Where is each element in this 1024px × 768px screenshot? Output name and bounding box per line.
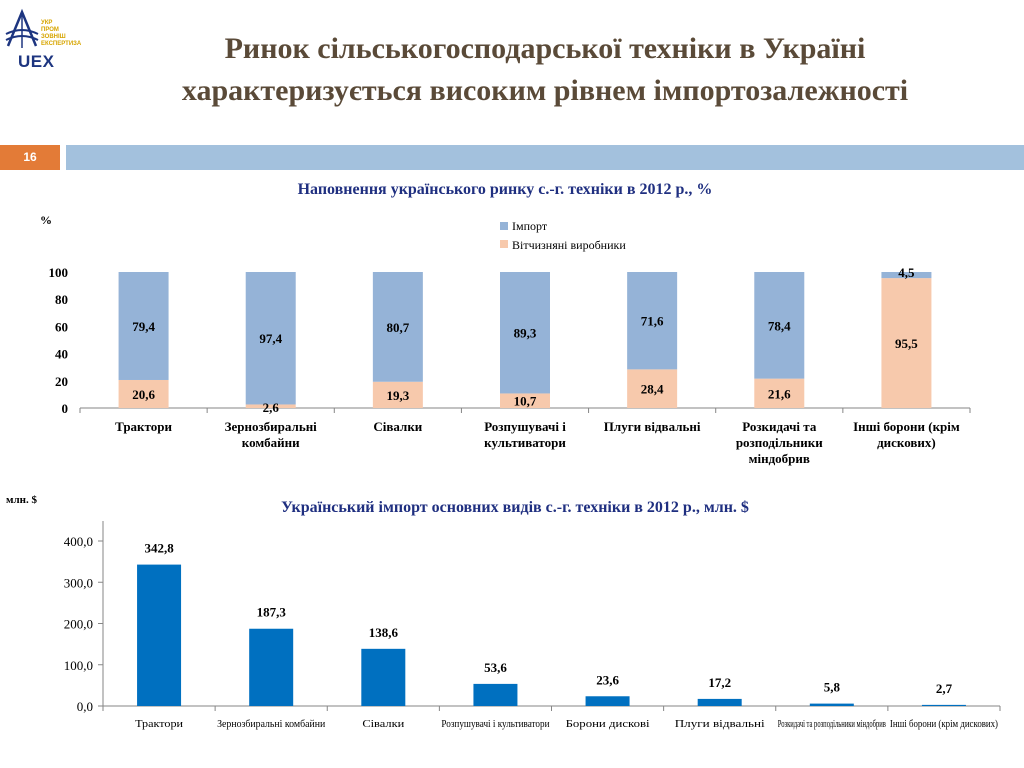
chart1-plot: % Імпорт Вітчизняні виробники 0 20 40 60 80 1…: [40, 213, 971, 466]
chart2-value-label: 138,6: [369, 625, 399, 640]
chart1-category-label: Розпушувачі і культиватори: [484, 419, 566, 450]
chart1-category-label: Плуги відвальні: [604, 419, 701, 434]
chart2-title: Український імпорт основних видів с.-г. …: [281, 499, 749, 516]
chart1-category-label: Зернозбиральні комбайни: [225, 419, 318, 450]
chart1-label-domestic: 28,4: [641, 382, 664, 397]
chart1-category-label: Інші борони (крім дискових): [853, 419, 960, 450]
chart2-bar: [249, 628, 294, 706]
chart1-bar-import: [881, 272, 932, 279]
chart1-ytick: 100: [49, 265, 69, 280]
chart2-plot: 0,0 100,0 200,0 300,0 400,0 342,8 Трактори 187,…: [64, 521, 1001, 730]
chart2-ytick: 0,0: [77, 699, 93, 714]
chart2-category-label: Плуги відвальні: [675, 718, 765, 730]
chart1-legend: Імпорт Вітчизняні виробники: [500, 219, 626, 252]
chart1-category-label: Розкидачі та розподільники міндобрив: [736, 419, 823, 466]
logo-abbr: UEX: [18, 52, 55, 71]
chart1-category-label: Трактори: [115, 419, 172, 434]
chart2-bar: [921, 704, 966, 706]
chart1-bar-domestic: [500, 393, 550, 408]
chart1-label-domestic: 95,5: [895, 336, 918, 351]
chart1-bar-import: [500, 272, 550, 394]
chart1-label-import: 97,4: [259, 331, 282, 346]
chart2-bar: [585, 696, 630, 706]
chart1-bar-domestic: [118, 379, 169, 408]
logo-text: Укр пром зовніш експертиза: [41, 20, 82, 47]
chart1-ytick: 40: [55, 347, 68, 362]
chart2-value-label: 23,6: [596, 672, 619, 687]
chart2-ytick: 300,0: [64, 575, 93, 590]
chart1-title: Наповнення українського ринку с.-г. техн…: [297, 181, 713, 198]
chart1-label-import: 79,4: [132, 319, 155, 334]
chart2-category-label: Інші борони (крім дискових): [890, 718, 998, 730]
chart1-bar-import: [627, 272, 678, 370]
chart2-bar: [809, 703, 854, 706]
chart1-bar-import: [372, 272, 423, 382]
chart2-ytick: 400,0: [64, 534, 93, 549]
legend-swatch-domestic: [500, 240, 508, 248]
chart1-bar-domestic: [372, 381, 423, 408]
chart2-category-label: Борони дискові: [566, 718, 650, 730]
header-strip: [66, 145, 1024, 170]
chart2-category-label: Трактори: [135, 718, 183, 730]
chart1-label-import: 71,6: [641, 314, 664, 329]
page-title: Ринок сільськогосподарської техніки в Ук…: [80, 28, 1010, 112]
chart1-bar-domestic: [754, 378, 805, 408]
chart2-bar: [473, 683, 518, 706]
legend-label-import: Імпорт: [512, 219, 548, 233]
page-number-badge: 16: [0, 145, 60, 170]
chart1-label-domestic: 19,3: [386, 388, 409, 403]
chart2-ylabel: млн. $: [6, 494, 38, 506]
chart2-value-label: 53,6: [484, 660, 507, 675]
chart1-bar-import: [754, 272, 805, 379]
chart2-bar: [697, 698, 742, 706]
chart2-value-label: 17,2: [708, 675, 731, 690]
chart2-value-label: 5,8: [824, 680, 841, 695]
chart1-ytick: 0: [62, 401, 69, 416]
chart1-bar-domestic: [627, 369, 678, 408]
chart1-label-domestic: 21,6: [768, 386, 791, 401]
chart2-category-label: Розпушувачі і культиватори: [441, 718, 549, 730]
chart1-bar-import: [118, 272, 169, 380]
logo-mark-icon: [5, 8, 39, 48]
chart2-bar: [137, 564, 182, 706]
chart1-label-domestic: 10,7: [514, 394, 537, 409]
page-title-line2: характеризується високим рівнем імпортоз…: [181, 74, 909, 107]
logo: Укр пром зовніш експертиза UEX: [4, 8, 81, 71]
chart1-label-import: 4,5: [898, 265, 915, 280]
chart1-bar-import: [245, 272, 296, 405]
chart2-value-label: 342,8: [144, 541, 174, 556]
chart2-category-label: Зернозбиральні комбайни: [217, 718, 325, 730]
chart1-label-import: 80,7: [386, 320, 409, 335]
chart2-category-label: Розкидачі та розподільники міндобрив: [778, 718, 886, 730]
chart1-ylabel: %: [40, 213, 52, 227]
chart1-category-label: Сівалки: [373, 419, 422, 434]
chart1-ytick: 60: [55, 319, 68, 334]
chart2-ytick: 200,0: [64, 617, 93, 632]
chart2-value-label: 187,3: [257, 605, 287, 620]
chart2-category-label: Сівалки: [362, 718, 404, 730]
chart1-label-import: 78,4: [768, 318, 791, 333]
chart1-label-import: 89,3: [514, 326, 537, 341]
chart2-ytick: 100,0: [64, 658, 93, 673]
legend-swatch-import: [500, 222, 508, 230]
chart2-bar: [361, 648, 406, 706]
chart1-ytick: 20: [55, 374, 68, 389]
chart1-label-domestic: 2,6: [263, 400, 280, 415]
chart1-label-domestic: 20,6: [132, 387, 155, 402]
chart1-ytick: 80: [55, 292, 68, 307]
chart1-bar-domestic: [245, 404, 296, 408]
chart1-bar-domestic: [881, 278, 932, 408]
page-title-line1: Ринок сільськогосподарської техніки в Ук…: [224, 32, 866, 65]
chart2-value-label: 2,7: [936, 681, 953, 696]
legend-label-domestic: Вітчизняні виробники: [512, 238, 626, 252]
